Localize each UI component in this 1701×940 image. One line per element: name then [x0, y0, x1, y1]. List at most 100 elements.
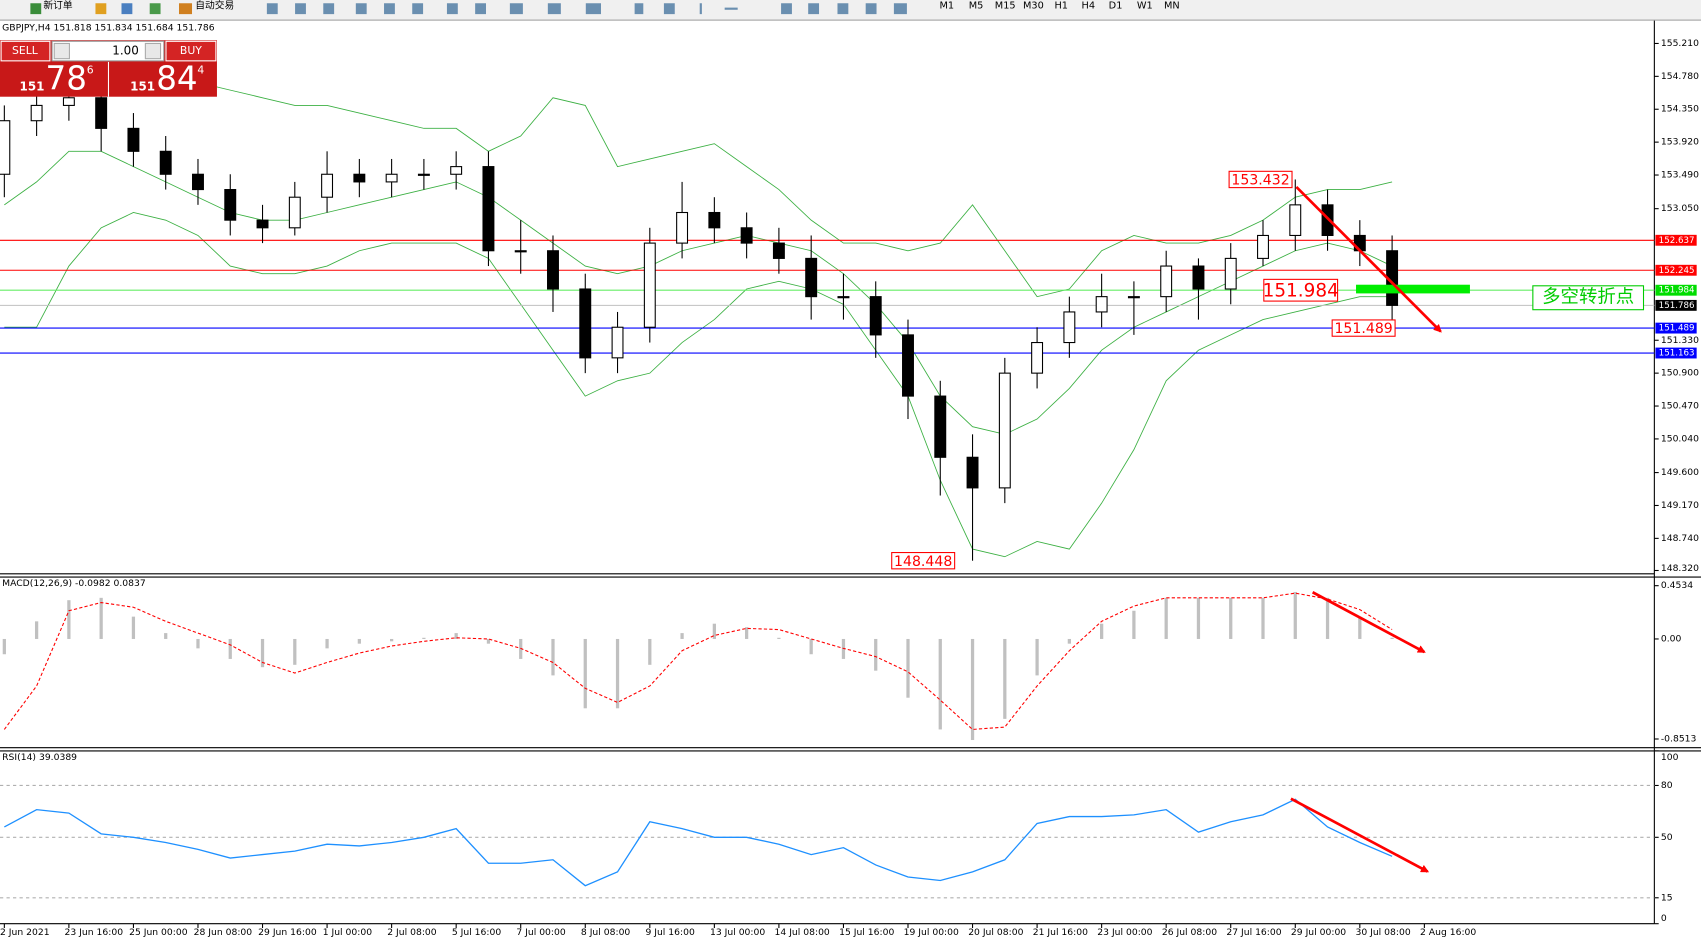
icon[interactable]	[412, 3, 424, 15]
x-tick-label: 29 Jul 00:00	[1291, 927, 1346, 938]
icon[interactable]	[178, 3, 193, 15]
price-level-label: 151.163	[1659, 349, 1695, 359]
candle-body	[579, 288, 592, 359]
timeframe-button[interactable]: MN	[1164, 0, 1180, 11]
macd-bar	[293, 638, 297, 665]
icon[interactable]	[837, 3, 849, 15]
icon[interactable]	[781, 3, 792, 15]
icon[interactable]	[149, 3, 161, 15]
x-tick-label: 8 Jul 08:00	[581, 927, 631, 938]
icon[interactable]	[865, 3, 877, 15]
y-tick-label: 150.900	[1661, 368, 1699, 379]
icon[interactable]	[699, 3, 702, 15]
icon[interactable]	[266, 3, 278, 15]
candle-body	[1192, 265, 1205, 290]
candle-body	[127, 127, 140, 152]
buy-button[interactable]	[165, 40, 217, 62]
icon[interactable]	[355, 3, 367, 15]
icon[interactable]	[634, 3, 644, 15]
candle-body	[1289, 204, 1302, 236]
trend-arrow	[1290, 797, 1430, 873]
candle-body	[740, 227, 753, 244]
macd-bar	[680, 633, 684, 639]
lot-input[interactable]	[51, 40, 165, 62]
y-tick-label: -0.8513	[1661, 733, 1697, 744]
macd-bar	[164, 633, 168, 639]
macd-bar	[99, 597, 103, 639]
plot-layer: 155.210 154.780 154.350 153.920 153.490 153.0…	[0, 23, 1699, 938]
macd-bar	[1196, 597, 1201, 639]
price-level-box	[1655, 299, 1697, 311]
price-level-box	[1655, 264, 1697, 276]
y-tick-label: 149.170	[1661, 500, 1699, 511]
candle-body	[1127, 296, 1140, 299]
price-annotation: 148.448	[894, 554, 952, 570]
bollinger-band	[4, 51, 1393, 298]
candle-body	[514, 250, 527, 253]
icon[interactable]	[724, 7, 738, 10]
candle-body	[676, 211, 689, 244]
icon[interactable]	[384, 3, 395, 15]
macd-bar	[131, 616, 136, 639]
timeframe-button[interactable]: D1	[1109, 0, 1123, 11]
macd-bar	[712, 623, 716, 639]
y-tick-label: 155.210	[1661, 38, 1699, 49]
icon[interactable]	[808, 3, 820, 15]
price-level-box	[1655, 284, 1697, 296]
y-tick-label: 0.00	[1661, 633, 1682, 644]
timeframe-button[interactable]: M5	[969, 0, 984, 11]
lot-down[interactable]	[53, 42, 70, 60]
rsi-line	[4, 798, 1393, 887]
timeframe-button[interactable]: W1	[1137, 0, 1153, 11]
timeframe-button[interactable]: M1	[939, 0, 954, 11]
timeframe-button[interactable]: H4	[1082, 0, 1096, 11]
x-tick-label: 26 Jul 08:00	[1162, 927, 1217, 938]
icon[interactable]	[547, 3, 561, 15]
price-level-label: 151.786	[1659, 301, 1695, 311]
timeframe-button[interactable]: H1	[1054, 0, 1068, 11]
icon[interactable]	[295, 3, 306, 15]
icon[interactable]	[323, 3, 335, 15]
auto-trading[interactable]: 自动交易	[195, 0, 234, 11]
candle-body	[256, 219, 269, 229]
lot-up[interactable]	[144, 42, 162, 60]
candle-body	[1095, 296, 1108, 313]
price-level-box	[1655, 322, 1697, 334]
icon[interactable]	[95, 3, 107, 15]
y-tick-label: 149.600	[1661, 467, 1699, 478]
macd-bar	[745, 627, 749, 639]
y-tick-label: 153.490	[1661, 170, 1699, 181]
macd-bar	[1164, 597, 1168, 639]
sell-label: SELL	[12, 44, 38, 57]
icon[interactable]	[893, 3, 907, 15]
candle-body	[1321, 204, 1334, 236]
sell-button[interactable]	[0, 40, 51, 62]
macd-bar	[486, 638, 491, 644]
icon[interactable]	[585, 3, 601, 15]
macd-bar	[1358, 616, 1362, 639]
icon[interactable]	[475, 3, 486, 15]
candle-body	[547, 250, 559, 290]
macd-bar	[906, 638, 910, 698]
timeframe-button[interactable]: M30	[1023, 0, 1044, 11]
new-order[interactable]: 新订单	[43, 0, 73, 11]
timeframe-button[interactable]: M15	[995, 0, 1016, 11]
icon[interactable]	[30, 3, 42, 15]
y-tick-label: 50	[1661, 832, 1673, 843]
turning-zone	[1356, 284, 1470, 294]
sell-price-big: 151	[20, 79, 45, 93]
icon[interactable]	[121, 3, 133, 15]
macd-bar	[34, 621, 39, 639]
trend-arrow	[1295, 185, 1442, 333]
x-tick-label: 29 Jun 16:00	[258, 927, 317, 938]
icon[interactable]	[663, 3, 675, 15]
y-tick-label: 154.780	[1661, 71, 1699, 82]
macd-signal	[3, 592, 1393, 730]
sell-price-sup: 6	[87, 64, 94, 77]
icon[interactable]	[509, 3, 523, 15]
y-tick-label: 148.740	[1661, 533, 1699, 544]
icon[interactable]	[446, 3, 458, 15]
panel-title: GBPJPY,H4 151.818 151.834 151.684 151.78…	[2, 23, 215, 34]
x-tick-label: 9 Jul 16:00	[645, 927, 695, 938]
macd-bar	[325, 638, 329, 649]
